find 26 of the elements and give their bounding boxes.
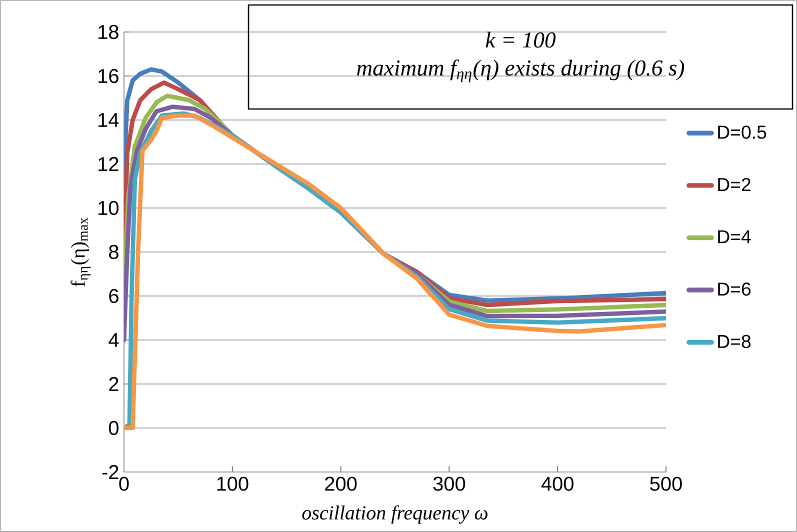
y-tick-label: 4 [108,333,119,347]
legend-label: D=6 [718,282,751,296]
annotation: k = 100 [486,32,556,48]
y-tick-label: 2 [109,377,118,391]
y-tick-label: 10 [98,200,118,216]
x-tick-label: 300 [433,476,466,491]
legend-label: D=8 [718,334,751,348]
y-tick-label: 0 [108,420,119,436]
annotation: maximum f$_{ηη}$(η) exists during (0.6 s) [357,59,684,82]
y-axis-title: f$_{ηη}$(η)$_{max}$ [70,218,91,287]
x-tick-label: 200 [325,476,357,491]
y-tick-label: 16 [98,68,118,84]
y-tick-label: 14 [98,113,119,127]
legend-label: D=4 [718,230,751,244]
x-tick-label: 100 [217,476,248,491]
x-axis-title: oscillation frequency ω [302,505,488,524]
y-tick-label: 12 [98,157,118,171]
x-tick-label: 500 [650,476,682,491]
y-tick-label: 8 [109,244,118,260]
y-tick-label: -2 [102,465,118,479]
legend-label: D=2 [718,178,750,191]
x-tick-label: 400 [541,476,574,491]
legend-label: D=0.5 [718,126,766,139]
y-tick-label: 6 [109,288,118,304]
y-tick-label: 18 [98,24,118,40]
x-tick-label: 0 [119,476,129,491]
